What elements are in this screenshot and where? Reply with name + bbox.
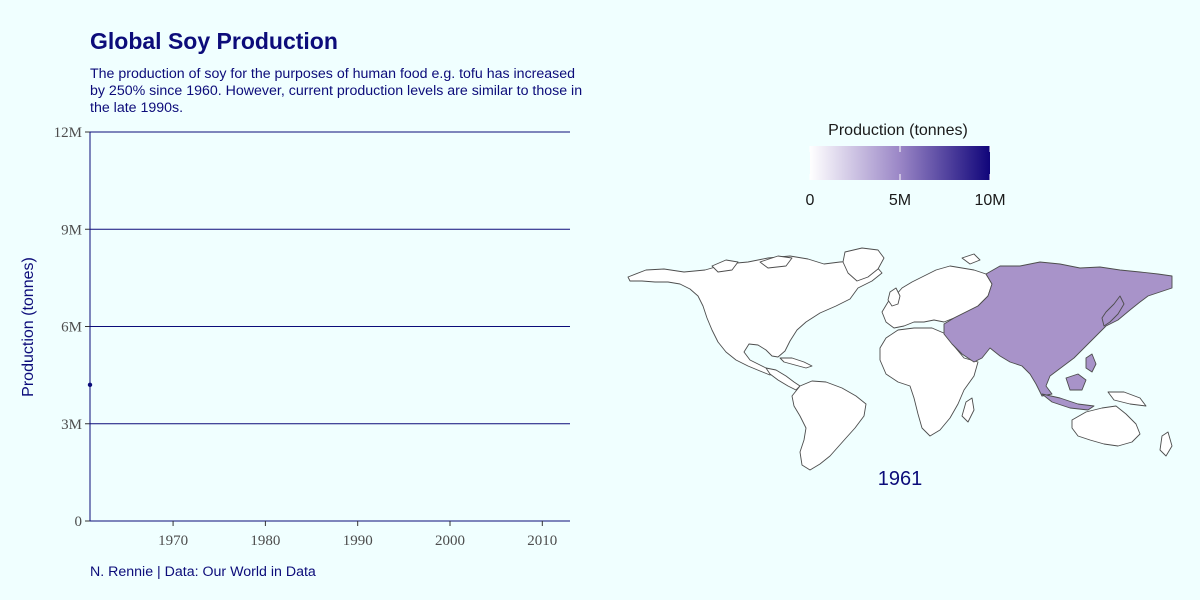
data-points [87, 382, 93, 388]
legend-tick-label: 5M [889, 192, 911, 209]
data-point [87, 382, 93, 388]
x-tick-label: 2010 [527, 533, 557, 549]
region-asia [943, 261, 1173, 397]
region-borneo [1065, 373, 1087, 391]
legend: Production (tonnes) 0 5M 10M [806, 122, 1006, 209]
y-tick-label: 0 [75, 514, 83, 530]
y-tick-label: 9M [61, 222, 82, 238]
legend-tick-label: 0 [806, 192, 815, 209]
region-africa [879, 327, 979, 437]
region-australia [1071, 405, 1141, 447]
region-central-america [765, 367, 801, 391]
gridlines [90, 131, 570, 425]
region-arctic-islands [711, 259, 739, 273]
legend-ticks: 0 5M 10M [806, 146, 1006, 209]
y-tick-label: 12M [54, 125, 82, 141]
region-new-guinea [1107, 391, 1147, 407]
region-madagascar [961, 397, 975, 423]
y-tick-labels: 0 3M 6M 9M 12M [54, 125, 82, 530]
x-tick-label: 2000 [435, 533, 465, 549]
region-south-america [791, 380, 867, 471]
world-map [627, 247, 1173, 471]
region-new-zealand [1159, 431, 1173, 457]
region-svalbard [961, 253, 981, 265]
x-tick-label: 1980 [250, 533, 280, 549]
axes [85, 131, 570, 526]
region-indonesia [1041, 393, 1095, 411]
region-arctic-islands-2 [759, 255, 793, 269]
region-north-america [627, 255, 883, 376]
y-axis-title: Production (tonnes) [20, 257, 37, 397]
region-philippines [1085, 353, 1097, 373]
y-tick-label: 6M [61, 320, 82, 336]
region-uk [887, 287, 901, 307]
legend-title: Production (tonnes) [828, 122, 968, 139]
region-greenland [842, 247, 885, 282]
chart-title: Global Soy Production [90, 28, 338, 54]
y-tick-label: 3M [61, 417, 82, 433]
chart-subtitle: The production of soy for the purposes o… [90, 66, 583, 116]
legend-tick-label: 10M [974, 192, 1005, 209]
x-tick-label: 1990 [343, 533, 373, 549]
region-caribbean [779, 357, 813, 369]
chart-caption: N. Rennie | Data: Our World in Data [90, 564, 316, 580]
region-japan [1101, 295, 1125, 327]
x-tick-labels: 1970 1980 1990 2000 2010 [158, 533, 557, 549]
x-tick-label: 1970 [158, 533, 188, 549]
map-year-label: 1961 [878, 468, 923, 490]
